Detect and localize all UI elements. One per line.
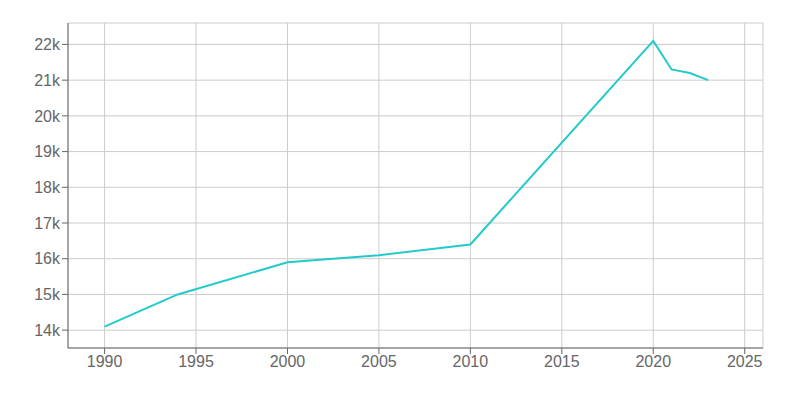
svg-text:2005: 2005 xyxy=(361,353,397,370)
svg-text:18k: 18k xyxy=(34,179,61,196)
svg-text:16k: 16k xyxy=(34,250,61,267)
svg-text:20k: 20k xyxy=(34,108,61,125)
svg-text:2015: 2015 xyxy=(544,353,580,370)
svg-text:19k: 19k xyxy=(34,143,61,160)
svg-text:2025: 2025 xyxy=(727,353,763,370)
svg-text:21k: 21k xyxy=(34,72,61,89)
svg-text:15k: 15k xyxy=(34,286,61,303)
svg-text:2000: 2000 xyxy=(270,353,306,370)
svg-text:1990: 1990 xyxy=(87,353,123,370)
svg-text:22k: 22k xyxy=(34,36,61,53)
svg-text:14k: 14k xyxy=(34,322,61,339)
svg-text:2010: 2010 xyxy=(453,353,489,370)
svg-text:2020: 2020 xyxy=(635,353,671,370)
svg-text:17k: 17k xyxy=(34,215,61,232)
svg-text:1995: 1995 xyxy=(178,353,214,370)
